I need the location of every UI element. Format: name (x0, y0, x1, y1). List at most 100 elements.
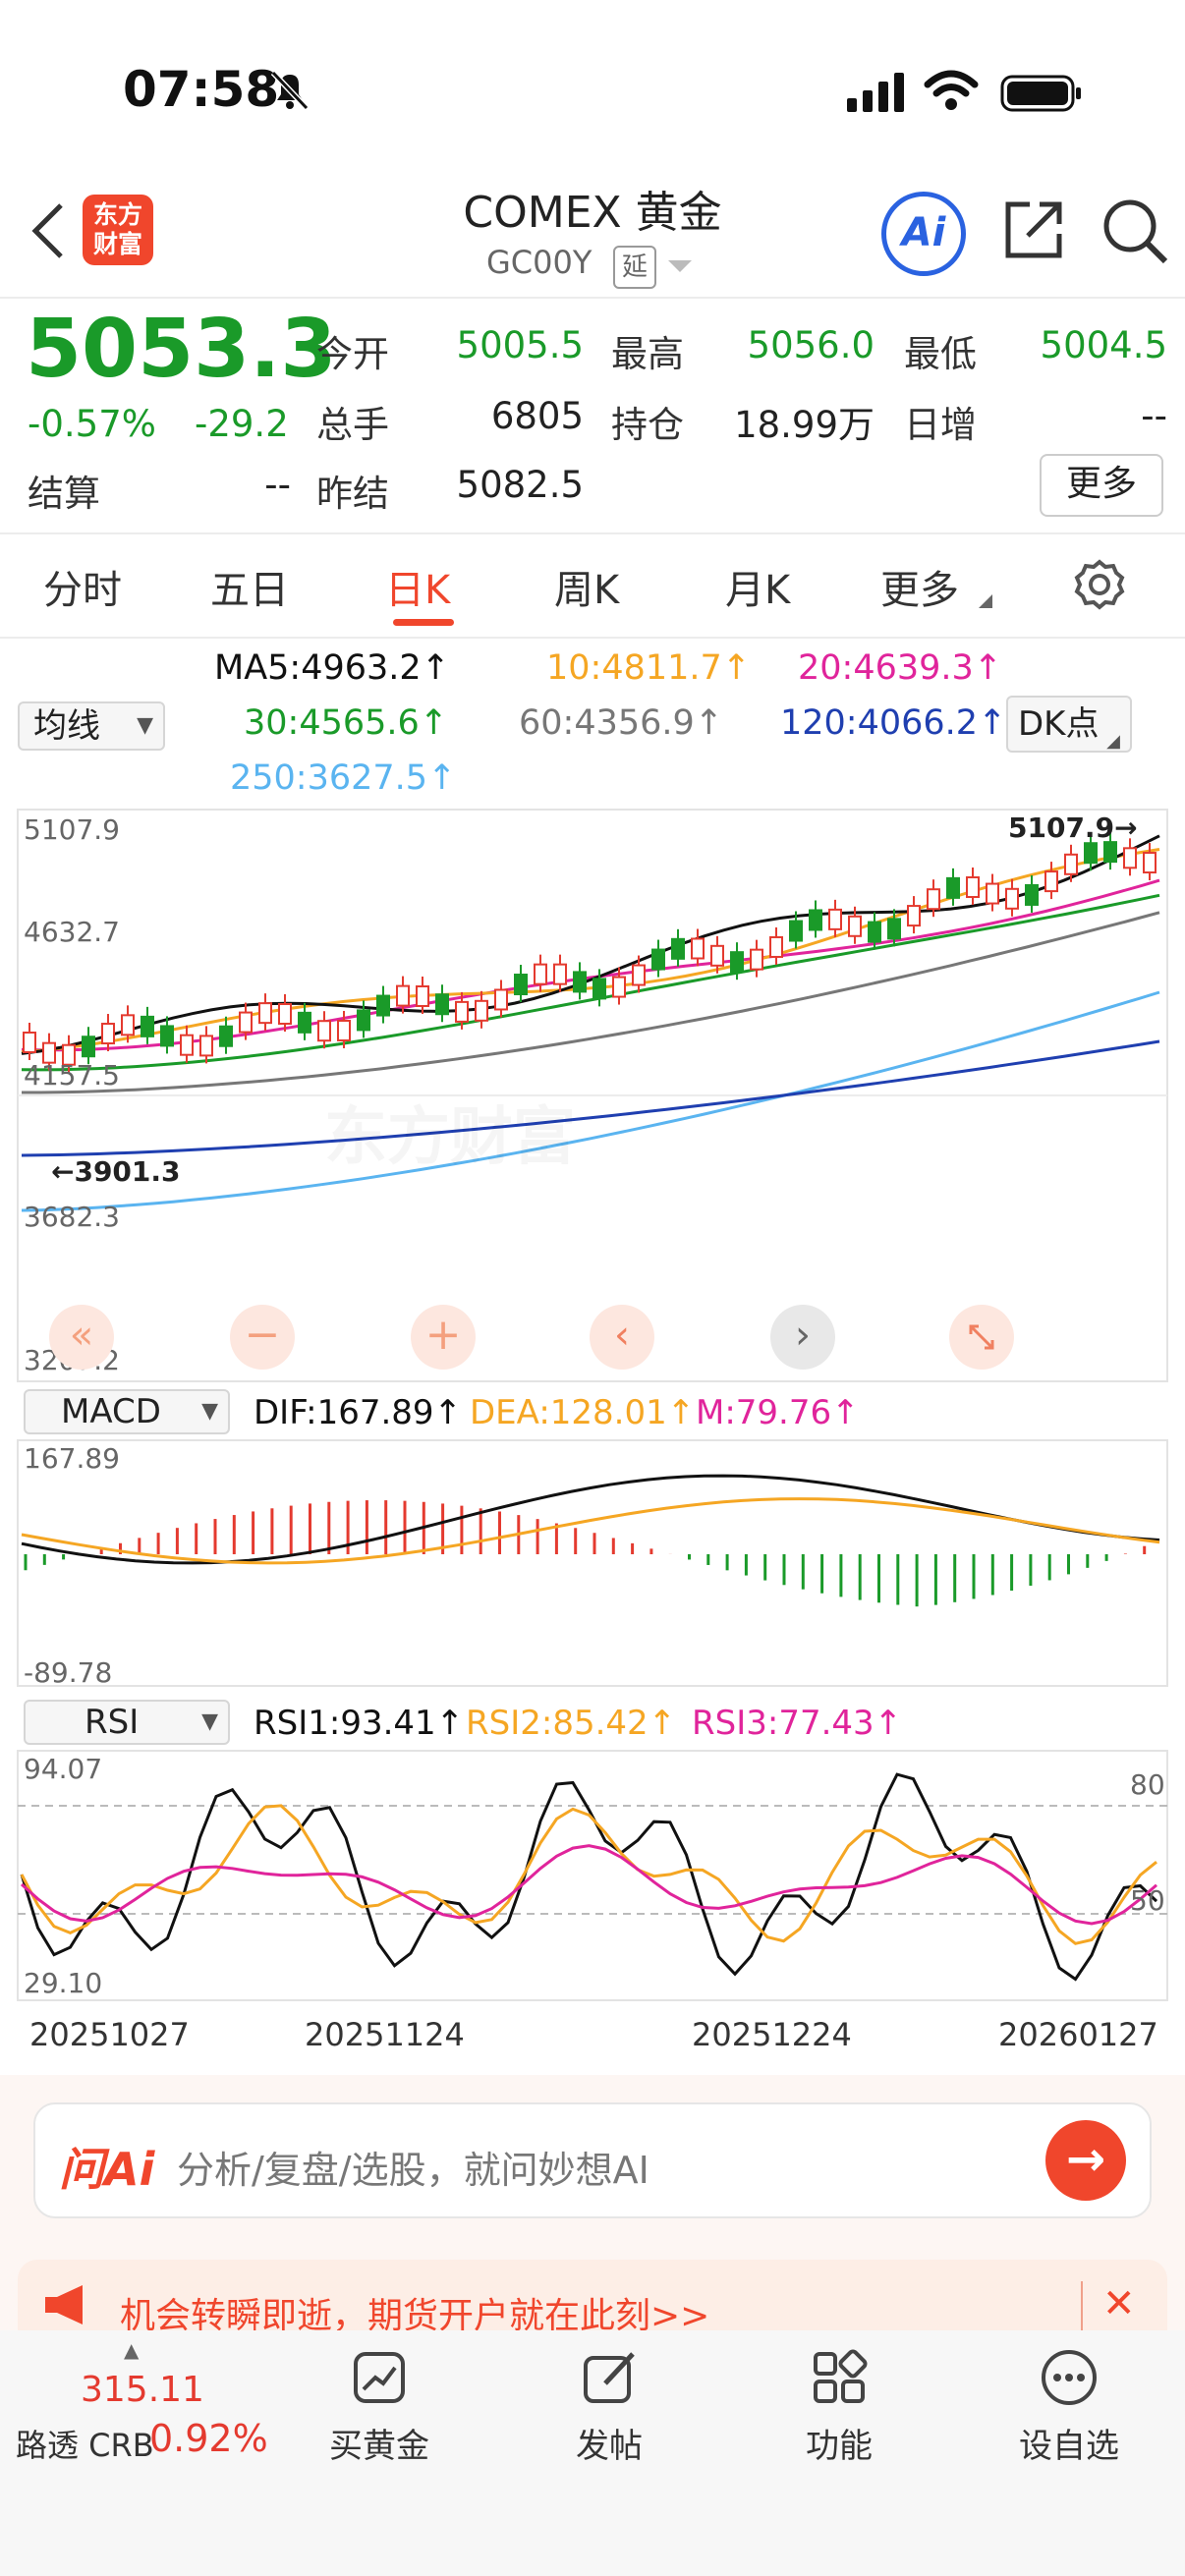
candle (239, 1011, 253, 1034)
open-label: 今开 (316, 333, 389, 375)
candle (455, 1000, 469, 1023)
candle (809, 909, 822, 931)
macd-chart[interactable] (0, 1436, 1185, 1690)
chevron-down-icon[interactable] (668, 259, 692, 278)
active-tab-indicator (393, 619, 454, 626)
rsi2-value: RSI2:85.42↑ (466, 1704, 677, 1743)
tab-more[interactable]: 更多 (880, 568, 959, 613)
promo-text[interactable]: 机会转瞬即逝，期货开户就在此刻>> (120, 2296, 710, 2336)
candle (514, 974, 528, 996)
battery-icon (1000, 75, 1083, 118)
low-label: 最低 (904, 333, 977, 375)
macd-dea: DEA:128.01↑ (470, 1393, 696, 1432)
scroll-right-button[interactable]: › (770, 1305, 835, 1370)
ma30-line (21, 893, 1160, 1072)
daily-inc-value: -- (1141, 395, 1167, 437)
candle (141, 1015, 154, 1037)
macd-selector[interactable]: MACD ▼ (24, 1389, 230, 1434)
macd-m: M:79.76↑ (696, 1393, 860, 1432)
candle (1044, 870, 1058, 893)
index-name[interactable]: 路透 CRB (16, 2427, 154, 2464)
candle (23, 1032, 36, 1053)
dea-line (21, 1497, 1160, 1565)
contract-code[interactable]: GC00Y (486, 244, 592, 281)
volume-value: 6805 (490, 395, 584, 437)
ma120-label: 120:4066.2↑ (780, 703, 1007, 743)
index-value[interactable]: 315.11 (81, 2370, 204, 2410)
candle (946, 876, 960, 899)
dk-point-button[interactable]: DK点 ◢ (1006, 696, 1132, 753)
fullscreen-icon[interactable] (949, 1305, 1014, 1370)
close-icon[interactable]: ✕ (1102, 2281, 1136, 2326)
ai-placeholder[interactable]: 分析/复盘/选股，就问妙想AI (177, 2149, 649, 2192)
more-button[interactable]: 更多 (1040, 454, 1163, 517)
kline-y-label: 5107.9 (24, 813, 120, 846)
candle (258, 1002, 272, 1025)
ai-brand: 问Ai (59, 2143, 155, 2196)
prev-settle-value: 5082.5 (456, 464, 584, 506)
candle (317, 1020, 331, 1042)
rsi-selector[interactable]: RSI ▼ (24, 1700, 230, 1745)
oi-value: 18.99万 (734, 404, 875, 446)
function-grid-icon[interactable] (751, 2348, 928, 2411)
candle (828, 908, 842, 930)
zoom-out-fast-button[interactable]: « (49, 1305, 114, 1370)
scroll-left-button[interactable]: ‹ (590, 1305, 654, 1370)
candle (887, 918, 901, 940)
ma20-label: 20:4639.3↑ (798, 648, 1003, 688)
ma5-line (21, 834, 1160, 1055)
index-change[interactable]: 0.92% (149, 2417, 268, 2460)
candle (1005, 887, 1019, 910)
candle (494, 988, 508, 1011)
rsi-y-bottom: 29.10 (24, 1967, 103, 1999)
back-arrow-icon[interactable] (28, 201, 67, 260)
zoom-plus-button[interactable]: + (411, 1305, 476, 1370)
rsi3-value: RSI3:77.43↑ (692, 1704, 903, 1743)
tab-daily-k[interactable]: 日K (385, 568, 451, 613)
zoom-minus-button[interactable]: − (230, 1305, 295, 1370)
candle (160, 1025, 174, 1047)
candle (121, 1014, 135, 1036)
nav-post[interactable]: 发帖 (576, 2427, 643, 2466)
ai-button[interactable]: Ai (881, 192, 966, 276)
change-value: -29.2 (195, 403, 289, 445)
candle (868, 921, 881, 943)
logo-text-1: 东方 (92, 200, 142, 229)
compose-post-icon[interactable] (521, 2348, 698, 2411)
tab-intraday[interactable]: 分时 (43, 568, 122, 613)
nav-add-watchlist[interactable]: 设自选 (1019, 2427, 1119, 2466)
logo-text-2: 财富 (92, 230, 142, 258)
candle (337, 1019, 351, 1041)
candle (769, 935, 783, 958)
tab-five-day[interactable]: 五日 (210, 568, 289, 613)
kline-chart[interactable] (0, 806, 1185, 1385)
search-icon[interactable] (1100, 196, 1169, 269)
candle (632, 964, 646, 986)
page-title: COMEX 黄金 (463, 188, 722, 238)
megaphone-icon (43, 2281, 94, 2332)
settings-gear-icon[interactable] (1073, 558, 1126, 615)
candle (82, 1036, 95, 1058)
up-caret-icon: ▲ (124, 2338, 140, 2362)
nav-buy-gold[interactable]: 买黄金 (329, 2427, 429, 2466)
candle (691, 937, 705, 960)
ma-selector[interactable]: 均线 ▼ (18, 701, 165, 751)
nav-function[interactable]: 功能 (806, 2427, 873, 2466)
share-icon[interactable] (1000, 196, 1067, 267)
tab-weekly-k[interactable]: 周K (554, 568, 620, 613)
rsi-level-50: 50 (1130, 1884, 1165, 1917)
date-label: 20260127 (998, 2016, 1158, 2053)
more-dots-icon[interactable] (981, 2348, 1157, 2411)
tab-monthly-k[interactable]: 月K (725, 568, 791, 613)
buy-gold-icon[interactable] (291, 2348, 468, 2411)
prev-settle-label: 昨结 (316, 473, 389, 515)
ai-search-bar[interactable] (33, 2102, 1152, 2218)
candle (357, 1009, 370, 1032)
candle (612, 976, 626, 998)
settle-value: -- (264, 464, 291, 506)
date-label: 20251124 (305, 2016, 465, 2053)
rsi-chart[interactable] (0, 1747, 1185, 2022)
candle (730, 951, 744, 974)
ai-submit-arrow-icon[interactable]: → (1045, 2120, 1126, 2201)
